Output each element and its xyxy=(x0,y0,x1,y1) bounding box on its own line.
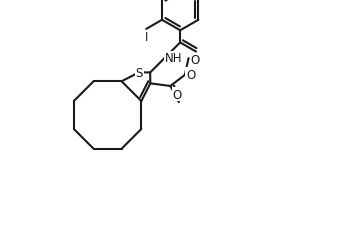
Text: O: O xyxy=(190,54,199,67)
Text: S: S xyxy=(136,67,143,79)
Text: I: I xyxy=(145,31,148,44)
Text: NH: NH xyxy=(165,52,182,65)
Text: O: O xyxy=(186,69,195,82)
Text: O: O xyxy=(172,88,182,101)
